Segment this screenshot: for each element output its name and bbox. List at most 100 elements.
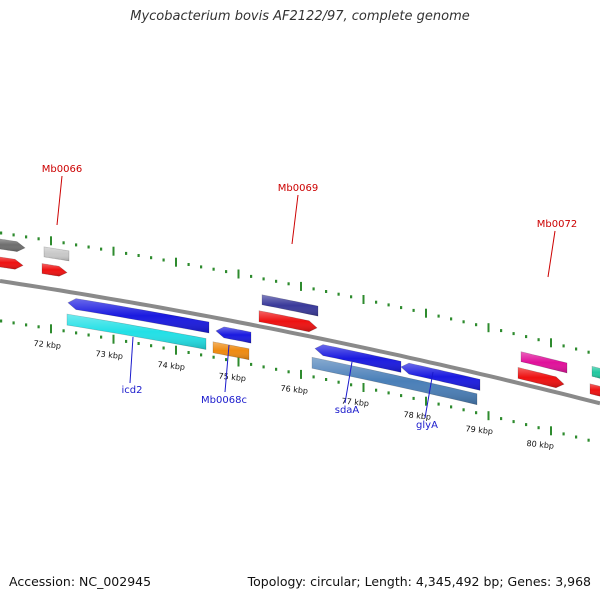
light-gray-gene[interactable] bbox=[43, 246, 70, 262]
scale-label: 72 kbp bbox=[33, 339, 61, 351]
outer-tick bbox=[475, 323, 478, 327]
inner-tick bbox=[375, 388, 378, 392]
inner-tick bbox=[250, 362, 253, 366]
genome-stats-text: Topology: circular; Length: 4,345,492 bp… bbox=[247, 574, 591, 589]
accession-text: Accession: NC_002945 bbox=[9, 574, 152, 589]
mb0068c-orange-gene[interactable] bbox=[212, 341, 250, 361]
leader-mb0066 bbox=[56, 175, 63, 226]
inner-tick bbox=[537, 426, 540, 430]
outer-tick bbox=[237, 269, 240, 279]
inner-tick bbox=[12, 321, 15, 325]
leader-glya bbox=[424, 371, 434, 419]
inner-tick-ring bbox=[0, 319, 590, 442]
outer-tick bbox=[62, 241, 65, 245]
scale-label: 75 kbp bbox=[218, 372, 246, 384]
inner-tick bbox=[575, 435, 578, 439]
inner-tick bbox=[75, 331, 78, 335]
leader-icd2 bbox=[129, 336, 134, 384]
red-gene-2[interactable] bbox=[41, 263, 68, 277]
inner-tick bbox=[262, 365, 265, 369]
inner-tick bbox=[125, 339, 128, 343]
outer-tick bbox=[275, 279, 278, 283]
inner-tick bbox=[0, 319, 3, 323]
outer-tick bbox=[400, 306, 403, 310]
outer-tick bbox=[387, 303, 390, 307]
gene-label-mb0066[interactable]: Mb0066 bbox=[42, 164, 82, 175]
inner-tick bbox=[150, 344, 153, 348]
inner-tick bbox=[62, 329, 65, 333]
inner-tick bbox=[237, 357, 240, 367]
outer-tick bbox=[200, 265, 203, 269]
outer-tick bbox=[150, 256, 153, 260]
right-red-gene[interactable] bbox=[589, 383, 600, 397]
outer-tick bbox=[0, 231, 3, 235]
inner-tick bbox=[100, 335, 103, 339]
scale-label: 79 kbp bbox=[465, 424, 493, 436]
inner-tick bbox=[450, 405, 453, 409]
inner-tick bbox=[200, 353, 203, 357]
inner-tick bbox=[50, 324, 52, 334]
outer-tick bbox=[425, 308, 427, 318]
icd2-cyan-gene[interactable] bbox=[66, 313, 207, 350]
gene-label-mb0072[interactable]: Mb0072 bbox=[537, 219, 577, 230]
outer-tick bbox=[162, 258, 165, 262]
outer-tick bbox=[137, 254, 140, 257]
mb0069-gene[interactable] bbox=[261, 294, 319, 317]
outer-tick bbox=[550, 338, 552, 348]
gene-label-icd2[interactable]: icd2 bbox=[122, 385, 143, 396]
inner-tick bbox=[437, 402, 440, 406]
scale-label: 77 kbp bbox=[341, 397, 369, 409]
outer-tick bbox=[187, 263, 190, 266]
outer-tick bbox=[212, 267, 215, 271]
inner-tick bbox=[287, 370, 290, 374]
mb0072-red-gene[interactable] bbox=[517, 367, 565, 389]
icd2-gene[interactable] bbox=[67, 298, 210, 334]
inner-tick bbox=[275, 367, 278, 371]
outer-tick bbox=[87, 245, 90, 249]
red-gene-1[interactable] bbox=[0, 256, 24, 270]
outer-tick bbox=[287, 282, 290, 286]
outer-tick bbox=[100, 247, 103, 251]
outer-tick bbox=[300, 281, 302, 291]
gray-gene[interactable] bbox=[0, 238, 26, 252]
gene-label-glya[interactable]: glyA bbox=[416, 420, 438, 431]
gene-features bbox=[0, 238, 600, 406]
mb0069-red-gene[interactable] bbox=[258, 310, 318, 333]
outer-tick bbox=[500, 329, 503, 333]
inner-tick bbox=[225, 358, 228, 362]
inner-tick bbox=[487, 411, 490, 421]
outer-tick bbox=[412, 308, 415, 312]
gene-label-sdaa[interactable]: sdaA bbox=[335, 405, 360, 416]
leader-mb0069 bbox=[291, 194, 299, 245]
glya-gene[interactable] bbox=[400, 362, 481, 391]
inner-tick bbox=[212, 355, 215, 359]
gene-label-mb0068c[interactable]: Mb0068c bbox=[201, 395, 247, 406]
sdaa-glya-steel-gene[interactable] bbox=[311, 356, 478, 406]
label-leader-lines bbox=[56, 175, 556, 419]
mb0072-gene[interactable] bbox=[520, 351, 568, 374]
inner-tick bbox=[312, 375, 315, 379]
inner-tick bbox=[112, 334, 115, 344]
outer-tick bbox=[175, 257, 177, 267]
scale-label: 73 kbp bbox=[95, 349, 123, 361]
mb0068c-gene[interactable] bbox=[215, 326, 252, 344]
outer-tick bbox=[512, 332, 515, 336]
outer-tick bbox=[487, 323, 490, 333]
inner-tick bbox=[550, 426, 552, 436]
inner-tick bbox=[37, 325, 40, 329]
leader-mb0072 bbox=[547, 230, 556, 278]
outer-tick bbox=[312, 287, 315, 291]
inner-tick bbox=[412, 396, 415, 400]
outer-tick bbox=[537, 338, 540, 342]
teal-gene[interactable] bbox=[591, 365, 600, 379]
inner-tick bbox=[87, 333, 90, 337]
outer-tick bbox=[12, 233, 15, 237]
outer-tick bbox=[562, 344, 565, 348]
inner-tick bbox=[175, 345, 177, 355]
gene-label-mb0069[interactable]: Mb0069 bbox=[278, 183, 318, 194]
outer-tick bbox=[250, 274, 253, 278]
inner-tick bbox=[462, 408, 465, 412]
inner-tick bbox=[137, 342, 140, 345]
inner-tick bbox=[400, 394, 403, 398]
